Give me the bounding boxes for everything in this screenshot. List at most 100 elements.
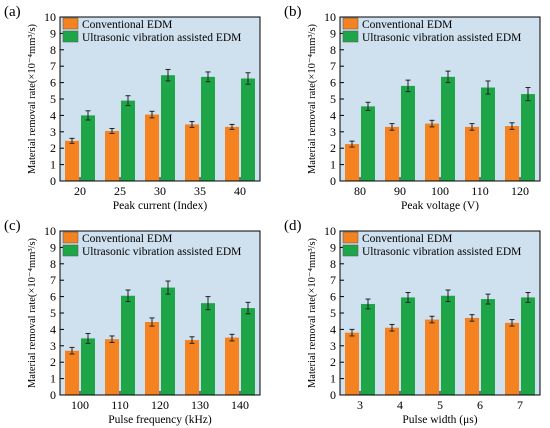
y-tick-label: 4 [330,108,336,122]
y-tick-label: 7 [50,59,56,73]
y-tick-label: 3 [330,125,336,139]
bar-ultrasonic [521,297,535,395]
x-tick-label: 3 [357,398,363,412]
bar-ultrasonic [81,115,95,181]
bar-conventional [385,327,399,395]
bar-ultrasonic [481,299,495,395]
bar-ultrasonic [201,303,215,395]
x-axis-title: Pulse frequency (kHz) [108,414,212,426]
y-tick-label: 5 [50,92,56,106]
bar-ultrasonic [361,106,375,181]
y-tick-label: 4 [50,322,56,336]
y-tick-label: 8 [330,43,336,57]
legend-swatch-ultrasonic [62,30,79,43]
bar-ultrasonic [521,94,535,181]
bar-conventional [65,140,79,181]
x-tick-label: 100 [71,398,89,412]
bar-ultrasonic [481,87,495,181]
bar-ultrasonic [241,78,255,181]
legend-label-conventional: Conventional EDM [82,19,172,31]
bar-ultrasonic [361,303,375,395]
y-tick-label: 10 [44,224,56,238]
bar-conventional [65,350,79,395]
bar-conventional [465,126,479,181]
x-tick-label: 4 [397,398,403,412]
bar-ultrasonic [441,295,455,395]
legend-swatch-conventional [342,17,359,30]
bar-ultrasonic [161,287,175,395]
x-axis-title: Peak voltage (V) [401,200,479,212]
y-axis-title: Material removal rate(×10⁻⁴mm³/s) [27,237,38,388]
x-tick-label: 120 [151,398,169,412]
x-tick-label: 110 [471,184,489,198]
y-tick-label: 10 [44,10,56,24]
bar-conventional [425,123,439,181]
bar-conventional [225,126,239,181]
y-tick-label: 2 [330,355,336,369]
y-tick-label: 7 [330,59,336,73]
y-tick-label: 9 [330,240,336,254]
bar-conventional [225,337,239,395]
legend-label-conventional: Conventional EDM [362,233,452,245]
x-tick-label: 80 [354,184,366,198]
x-tick-label: 90 [394,184,406,198]
x-axis-title: Peak current (Index) [113,200,208,212]
y-tick-label: 9 [50,240,56,254]
x-tick-label: 20 [74,184,86,198]
x-tick-label: 5 [437,398,443,412]
y-tick-label: 3 [330,339,336,353]
y-tick-label: 5 [330,92,336,106]
y-tick-label: 8 [330,257,336,271]
y-tick-label: 3 [50,125,56,139]
bar-conventional [185,340,199,395]
legend-label-conventional: Conventional EDM [82,233,172,245]
y-tick-label: 5 [330,306,336,320]
legend-swatch-ultrasonic [342,30,359,43]
legend-label-ultrasonic: Ultrasonic vibration assisted EDM [82,246,241,258]
bar-conventional [185,124,199,181]
y-tick-label: 9 [330,26,336,40]
y-tick-label: 0 [50,174,56,188]
legend-swatch-conventional [62,231,79,244]
legend-swatch-ultrasonic [62,244,79,257]
x-tick-label: 110 [111,398,129,412]
x-tick-label: 120 [511,184,529,198]
y-tick-label: 1 [330,372,336,386]
bar-conventional [345,144,359,181]
legend-swatch-conventional [342,231,359,244]
y-tick-label: 10 [324,224,336,238]
x-tick-label: 25 [114,184,126,198]
bar-ultrasonic [121,100,135,181]
panel-label: (d) [284,218,302,234]
x-tick-label: 30 [154,184,166,198]
bar-ultrasonic [201,76,215,181]
panel-label: (a) [4,4,21,20]
y-tick-label: 6 [50,290,56,304]
y-tick-label: 6 [330,76,336,90]
bar-ultrasonic [401,85,415,181]
bar-conventional [385,126,399,181]
y-tick-label: 6 [330,290,336,304]
bar-ultrasonic [81,338,95,395]
y-axis-title: Material removal rate(×10⁻⁴mm³/s) [27,23,38,174]
x-tick-label: 40 [234,184,246,198]
x-axis-title: Pulse width (μs) [402,414,477,426]
x-tick-label: 100 [431,184,449,198]
y-tick-label: 2 [50,141,56,155]
bar-conventional [145,322,159,395]
legend-label-ultrasonic: Ultrasonic vibration assisted EDM [362,246,521,258]
y-tick-label: 0 [50,388,56,402]
bar-ultrasonic [401,297,415,395]
y-axis-title: Material removal rate(×10⁻⁴mm³/s) [307,23,318,174]
x-tick-label: 7 [517,398,523,412]
panel-label: (c) [4,218,21,234]
legend-label-ultrasonic: Ultrasonic vibration assisted EDM [362,32,521,44]
bar-conventional [505,126,519,181]
bar-ultrasonic [441,76,455,181]
bar-conventional [345,332,359,395]
bar-conventional [465,317,479,395]
bar-ultrasonic [121,295,135,395]
y-tick-label: 7 [330,273,336,287]
